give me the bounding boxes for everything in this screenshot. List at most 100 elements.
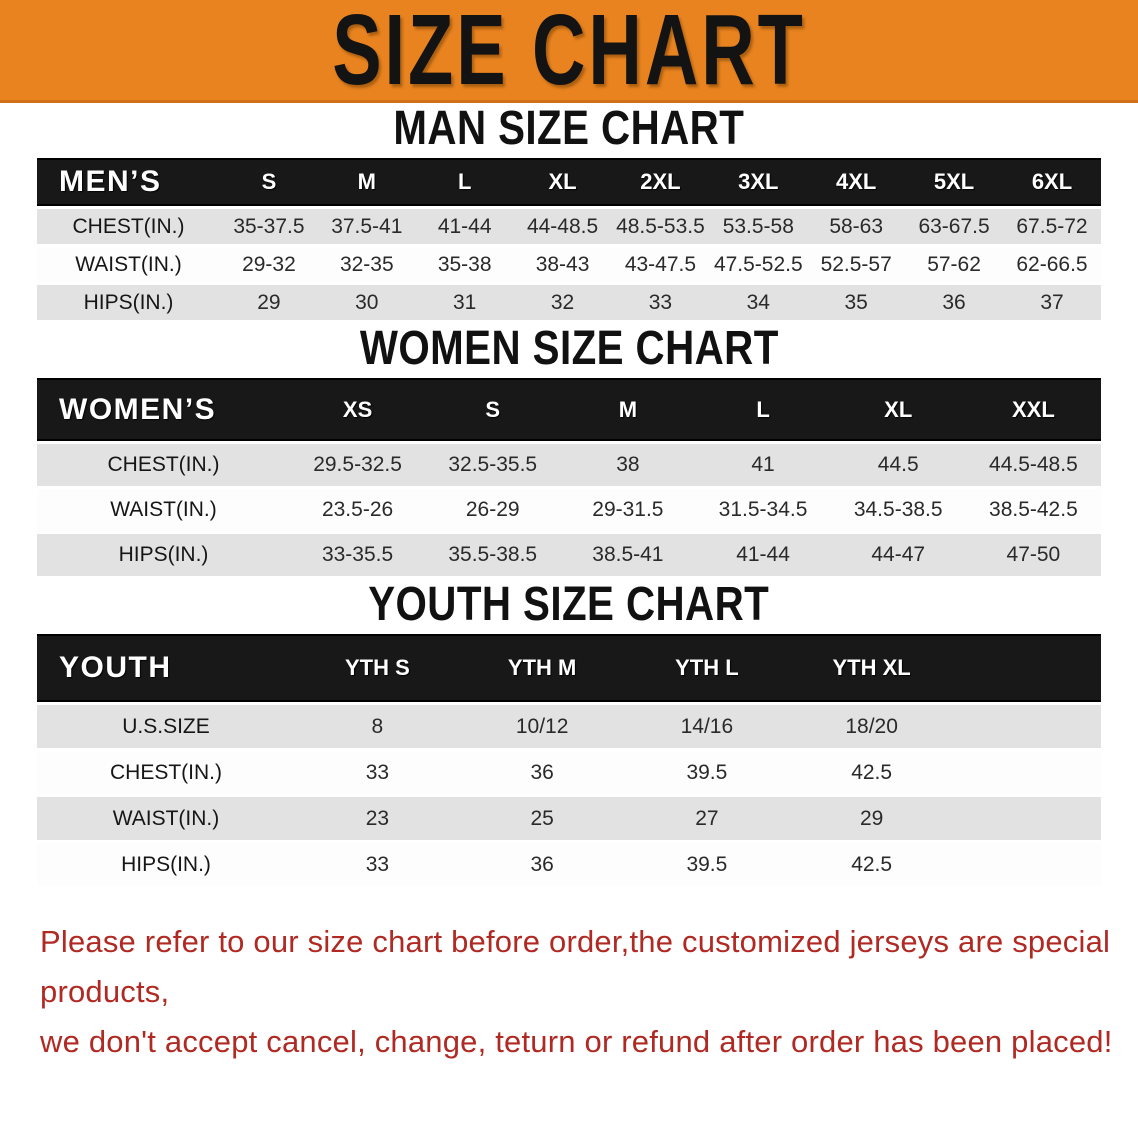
youth-size-value: 39.5 (624, 843, 790, 886)
women-table-row: WAIST(IN.) 23.5-26 26-29 29-31.5 31.5-34.5 34… (37, 489, 1101, 531)
women-section-heading: WOMEN SIZE CHART (0, 323, 1138, 375)
men-size-value: 63-67.5 (905, 209, 1003, 244)
men-size-value: 29 (220, 285, 318, 320)
men-size-column-header: 5XL (905, 158, 1003, 206)
women-size-column-header: S (425, 378, 561, 441)
men-size-value: 32 (513, 285, 612, 320)
women-size-value: 31.5-34.5 (695, 489, 831, 531)
women-row-label: HIPS(IN.) (37, 534, 290, 576)
men-size-value: 30 (317, 285, 416, 320)
women-size-value: 38.5-41 (560, 534, 696, 576)
youth-table-row: U.S.SIZE 8 10/12 14/16 18/20 (37, 705, 1101, 748)
women-size-value: 35.5-38.5 (425, 534, 561, 576)
women-size-column-header: XXL (965, 378, 1101, 441)
men-size-column-header: 4XL (807, 158, 906, 206)
men-size-value: 34 (709, 285, 808, 320)
men-size-section: MAN SIZE CHART MEN’S S M L XL 2XL 3XL 4XL 5XL 6XL… (0, 103, 1138, 323)
youth-row-label: HIPS(IN.) (37, 843, 295, 886)
men-section-heading: MAN SIZE CHART (0, 103, 1138, 155)
men-size-value: 32-35 (317, 247, 416, 282)
men-size-value: 29-32 (220, 247, 318, 282)
women-size-column-header: L (695, 378, 831, 441)
youth-size-value: 10/12 (459, 705, 625, 748)
men-size-value: 57-62 (905, 247, 1003, 282)
men-size-value: 35 (807, 285, 906, 320)
youth-section-heading: YOUTH SIZE CHART (0, 579, 1138, 631)
men-size-value: 37 (1003, 285, 1101, 320)
youth-row-filler (954, 705, 1101, 748)
men-size-value: 58-63 (807, 209, 906, 244)
women-section-heading-text: WOMEN SIZE CHART (359, 322, 779, 375)
youth-size-value: 36 (459, 751, 625, 794)
youth-size-value: 14/16 (624, 705, 790, 748)
men-size-value: 47.5-52.5 (709, 247, 808, 282)
men-size-column-header: 3XL (709, 158, 808, 206)
men-size-column-header: L (415, 158, 514, 206)
men-size-value: 53.5-58 (709, 209, 808, 244)
youth-row-label: CHEST(IN.) (37, 751, 295, 794)
women-size-value: 33-35.5 (290, 534, 426, 576)
men-size-value: 36 (905, 285, 1003, 320)
men-size-column-header: XL (513, 158, 612, 206)
youth-size-value: 36 (459, 843, 625, 886)
youth-size-value: 39.5 (624, 751, 790, 794)
youth-size-value: 18/20 (789, 705, 954, 748)
women-size-column-header: XS (290, 378, 426, 441)
youth-row-filler (954, 751, 1101, 794)
men-row-label: WAIST(IN.) (37, 247, 220, 282)
men-size-value: 35-38 (415, 247, 514, 282)
men-size-value: 52.5-57 (807, 247, 906, 282)
men-size-value: 41-44 (415, 209, 514, 244)
youth-table-title: YOUTH (37, 634, 295, 702)
youth-size-value: 27 (624, 797, 790, 840)
men-row-label: CHEST(IN.) (37, 209, 220, 244)
men-size-value: 44-48.5 (513, 209, 612, 244)
men-size-value: 48.5-53.5 (611, 209, 710, 244)
youth-size-section: YOUTH SIZE CHART YOUTH YTH S YTH M YTH L YTH… (0, 579, 1138, 889)
women-size-value: 29.5-32.5 (290, 444, 426, 486)
men-size-column-header: 6XL (1003, 158, 1101, 206)
youth-table-row: HIPS(IN.) 33 36 39.5 42.5 (37, 843, 1101, 886)
men-size-column-header: M (317, 158, 416, 206)
women-row-label: WAIST(IN.) (37, 489, 290, 531)
men-table-row: HIPS(IN.) 29 30 31 32 33 34 35 36 37 (37, 285, 1101, 320)
men-row-label: HIPS(IN.) (37, 285, 220, 320)
youth-size-value: 25 (459, 797, 625, 840)
disclaimer: Please refer to our size chart before or… (40, 917, 1138, 1067)
youth-size-column-header: YTH L (624, 634, 790, 702)
women-size-value: 47-50 (965, 534, 1101, 576)
women-size-value: 44-47 (830, 534, 966, 576)
youth-row-label: U.S.SIZE (37, 705, 295, 748)
youth-table-row: WAIST(IN.) 23 25 27 29 (37, 797, 1101, 840)
banner-title: SIZE CHART (332, 0, 806, 103)
youth-size-value: 8 (295, 705, 460, 748)
men-size-value: 33 (611, 285, 710, 320)
women-row-label: CHEST(IN.) (37, 444, 290, 486)
youth-row-filler (954, 797, 1101, 840)
banner: SIZE CHART (0, 0, 1138, 103)
women-size-value: 26-29 (425, 489, 561, 531)
disclaimer-line-1: Please refer to our size chart before or… (40, 924, 1111, 1009)
women-size-column-header: XL (830, 378, 966, 441)
men-size-table: MEN’S S M L XL 2XL 3XL 4XL 5XL 6XL CHEST(IN.) 35-37… (37, 155, 1101, 323)
women-table-row: HIPS(IN.) 33-35.5 35.5-38.5 38.5-41 41-44 44-… (37, 534, 1101, 576)
men-size-column-header: 2XL (611, 158, 710, 206)
men-table-header-row: MEN’S S M L XL 2XL 3XL 4XL 5XL 6XL (37, 158, 1101, 206)
women-size-value: 32.5-35.5 (425, 444, 561, 486)
women-table-title: WOMEN’S (37, 378, 290, 441)
youth-row-filler (954, 843, 1101, 886)
men-size-value: 37.5-41 (317, 209, 416, 244)
women-size-section: WOMEN SIZE CHART WOMEN’S XS S M L XL XXL CHEST(… (0, 323, 1138, 579)
women-size-value: 41-44 (695, 534, 831, 576)
men-size-value: 43-47.5 (611, 247, 710, 282)
men-table-title: MEN’S (37, 158, 220, 206)
youth-size-column-header: YTH XL (789, 634, 954, 702)
men-table-row: WAIST(IN.) 29-32 32-35 35-38 38-43 43-47.5 47.… (37, 247, 1101, 282)
men-size-column-header: S (220, 158, 318, 206)
youth-size-table: YOUTH YTH S YTH M YTH L YTH XL U.S.SIZE 8 10/12… (37, 631, 1101, 889)
youth-size-value: 33 (295, 843, 460, 886)
women-size-value: 34.5-38.5 (830, 489, 966, 531)
youth-size-value: 29 (789, 797, 954, 840)
women-size-column-header: M (560, 378, 696, 441)
